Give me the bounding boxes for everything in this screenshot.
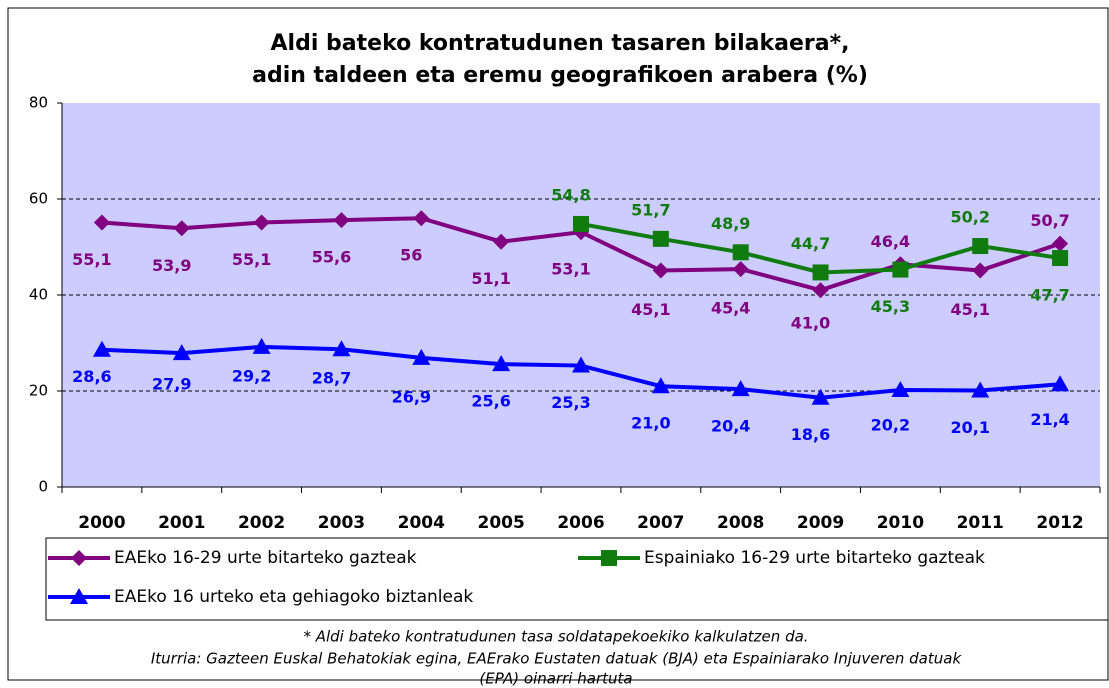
data-label: 20,1 <box>950 418 989 437</box>
data-label: 55,6 <box>312 248 351 267</box>
marker <box>971 381 990 398</box>
data-label: 21,0 <box>631 414 670 433</box>
legend-label: EAEko 16 urteko eta gehiagoko biztanleak <box>114 587 473 607</box>
footnote: * Aldi bateko kontratudunen tasa soldata… <box>303 628 808 646</box>
marker <box>891 381 910 398</box>
data-label: 53,1 <box>551 260 590 279</box>
marker <box>652 230 669 247</box>
marker <box>413 210 430 227</box>
data-label: 54,8 <box>551 185 590 204</box>
data-label: 55,1 <box>72 250 111 269</box>
marker <box>1051 375 1070 392</box>
data-label: 25,6 <box>471 392 510 411</box>
x-tick-label: 2009 <box>797 513 844 533</box>
marker <box>731 380 750 397</box>
marker <box>972 262 989 279</box>
data-label: 48,9 <box>711 214 750 233</box>
data-label: 45,1 <box>950 300 989 319</box>
y-tick-label: 0 <box>38 478 48 496</box>
legend <box>45 537 1109 621</box>
data-label: 21,4 <box>1030 410 1069 429</box>
marker <box>252 337 271 354</box>
data-label: 50,7 <box>1030 211 1069 230</box>
data-label: 20,4 <box>711 417 750 436</box>
marker <box>1052 235 1069 252</box>
x-tick-label: 2008 <box>717 513 764 533</box>
marker <box>732 244 749 261</box>
marker <box>93 214 110 231</box>
marker <box>573 215 589 232</box>
y-tick-label: 20 <box>29 382 48 400</box>
marker <box>332 340 351 357</box>
data-label: 27,9 <box>152 375 191 394</box>
marker <box>1052 250 1069 267</box>
marker <box>492 355 511 372</box>
marker <box>652 262 669 279</box>
marker <box>412 348 431 365</box>
footnote: (EPA) oinarri hartuta <box>479 670 632 688</box>
marker <box>812 282 829 299</box>
data-label: 47,7 <box>1030 286 1069 305</box>
x-tick-label: 2001 <box>158 513 205 533</box>
data-label: 46,4 <box>871 232 910 251</box>
chart-title: Aldi bateko kontratudunen tasaren bilaka… <box>271 31 850 56</box>
data-label: 41,0 <box>791 314 830 333</box>
marker <box>812 264 829 281</box>
x-tick-label: 2005 <box>477 513 524 533</box>
marker <box>92 340 111 357</box>
marker <box>892 261 909 278</box>
data-label: 51,7 <box>631 200 670 219</box>
data-label: 25,3 <box>551 393 590 412</box>
marker <box>601 550 617 566</box>
data-label: 45,4 <box>711 299 750 318</box>
chart-title: adin taldeen eta eremu geografikoen arab… <box>252 63 868 88</box>
footnote: Iturria: Gazteen Euskal Behatokiak egina… <box>151 650 963 668</box>
marker <box>333 212 350 229</box>
legend-label: Espainiako 16-29 urte bitarteko gazteak <box>644 548 985 568</box>
legend-label: EAEko 16-29 urte bitarteko gazteak <box>114 548 417 568</box>
marker <box>732 261 749 278</box>
data-label: 56 <box>400 246 422 265</box>
y-tick-label: 60 <box>29 190 48 208</box>
marker <box>172 344 191 361</box>
data-label: 45,1 <box>631 300 670 319</box>
marker <box>70 588 88 604</box>
marker <box>253 214 270 231</box>
data-label: 51,1 <box>471 269 510 288</box>
marker <box>493 233 510 250</box>
marker <box>71 550 87 566</box>
marker <box>651 377 670 394</box>
x-tick-label: 2002 <box>238 513 285 533</box>
x-tick-label: 2004 <box>398 513 445 533</box>
marker <box>972 238 989 255</box>
marker <box>811 388 830 405</box>
marker <box>173 220 190 237</box>
x-tick-label: 2012 <box>1036 513 1083 533</box>
data-label: 29,2 <box>232 366 271 385</box>
data-label: 44,7 <box>791 234 830 253</box>
data-label: 50,2 <box>950 208 989 227</box>
data-label: 53,9 <box>152 256 191 275</box>
x-tick-label: 2003 <box>318 513 365 533</box>
data-label: 28,6 <box>72 367 111 386</box>
data-label: 28,7 <box>312 369 351 388</box>
y-tick-label: 40 <box>29 286 48 304</box>
y-tick-label: 80 <box>29 94 48 112</box>
data-label: 55,1 <box>232 250 271 269</box>
marker <box>572 356 590 373</box>
x-tick-label: 2007 <box>637 513 684 533</box>
x-tick-label: 2006 <box>557 513 604 533</box>
x-tick-label: 2000 <box>78 513 125 533</box>
data-label: 26,9 <box>392 387 431 406</box>
x-tick-label: 2010 <box>877 513 924 533</box>
x-tick-label: 2011 <box>957 513 1004 533</box>
data-label: 18,6 <box>791 425 830 444</box>
data-label: 20,2 <box>871 416 910 435</box>
data-label: 45,3 <box>871 297 910 316</box>
